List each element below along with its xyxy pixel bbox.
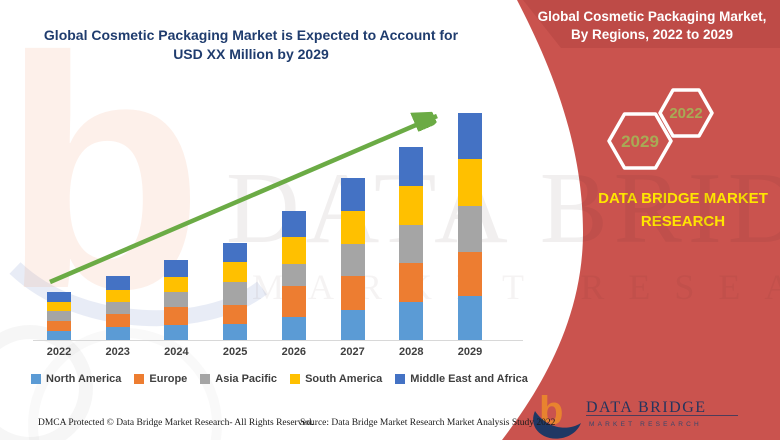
dbmr-logo: b DATA BRIDGE MARKET RESEARCH	[533, 389, 738, 439]
bar-segment-2024-south-america	[164, 277, 189, 292]
bar-segment-2023-north-america	[105, 327, 130, 340]
x-tick-2028: 2028	[399, 346, 424, 358]
bar-segment-2026-middle-east-and-africa	[281, 211, 306, 237]
legend-marker	[31, 374, 41, 384]
bar-segment-2024-asia-pacific	[164, 292, 189, 307]
x-tick-2027: 2027	[340, 346, 365, 358]
legend-item-asia-pacific: Asia Pacific	[200, 373, 277, 385]
hexagon-2022-label: 2022	[669, 105, 702, 122]
bar-segment-2029-middle-east-and-africa	[457, 113, 482, 159]
chart-title: Global Cosmetic Packaging Market is Expe…	[28, 26, 474, 64]
brand-text-line2: RESEARCH	[641, 213, 725, 230]
legend-label: Asia Pacific	[215, 373, 278, 385]
bar-segment-2028-north-america	[399, 302, 424, 340]
x-tick-2029: 2029	[457, 346, 483, 358]
x-tick-2022: 2022	[46, 346, 72, 358]
bar-segment-2022-europe	[47, 321, 71, 331]
bar-segment-2026-south-america	[281, 237, 306, 264]
legend-label: Europe	[149, 373, 188, 385]
banner-title-line2: By Regions, 2022 to 2029	[571, 27, 733, 42]
legend-label: Middle East and Africa	[410, 373, 528, 385]
bar-segment-2023-europe	[105, 314, 130, 327]
legend: North America Europe Asia Pacific South Ame…	[31, 373, 531, 385]
bar-segment-2022-north-america	[47, 331, 71, 340]
dmca-text: DMCA Protected © Data Bridge Market Rese…	[38, 418, 314, 428]
legend-marker	[134, 374, 145, 384]
legend-marker	[200, 374, 211, 384]
x-tick-2026: 2026	[281, 346, 307, 358]
legend-label: South America	[305, 373, 383, 385]
bar-segment-2022-south-america	[47, 302, 71, 311]
bar-segment-2024-north-america	[164, 325, 189, 340]
banner-title-line1: Global Cosmetic Packaging Market,	[538, 9, 767, 24]
logo-name: DATA BRIDGE	[586, 399, 707, 416]
bar-segment-2029-north-america	[457, 296, 482, 340]
legend-item-europe: Europe	[134, 373, 187, 385]
x-tick-2024: 2024	[164, 346, 189, 358]
hexagon-2029-label: 2029	[621, 132, 659, 151]
bar-segment-2024-middle-east-and-africa	[164, 260, 189, 277]
x-tick-2023: 2023	[105, 346, 130, 358]
bar-segment-2027-europe	[340, 276, 365, 310]
bar-segment-2028-middle-east-and-africa	[399, 147, 424, 186]
banner-background	[523, 0, 780, 48]
hexagon-2029	[607, 112, 673, 170]
bar-segment-2025-asia-pacific	[223, 282, 248, 305]
legend-label: North America	[46, 373, 122, 385]
bar-segment-2028-asia-pacific	[399, 225, 424, 263]
bar-segment-2026-asia-pacific	[281, 264, 306, 286]
bar-segment-2023-middle-east-and-africa	[105, 276, 130, 290]
legend-item-south-america: South America	[290, 373, 382, 385]
bar-segment-2029-asia-pacific	[457, 206, 482, 252]
legend-marker	[395, 374, 406, 384]
logo-swoosh	[533, 411, 581, 439]
x-axis-line	[33, 340, 523, 341]
legend-item-middle-east-and-africa: Middle East and Africa	[395, 373, 528, 385]
hexagon-2022	[658, 88, 714, 138]
bar-segment-2027-north-america	[340, 310, 365, 340]
legend-item-north-america: North America	[31, 373, 121, 385]
chart-title-line1: Global Cosmetic Packaging Market is Expe…	[43, 27, 459, 43]
brand-text-line1: DATA BRIDGE MARKET	[598, 190, 768, 207]
bar-segment-2025-north-america	[223, 324, 248, 340]
logo-subname: MARKET RESEARCH	[589, 421, 702, 428]
bar-segment-2027-middle-east-and-africa	[340, 178, 365, 211]
footer: DMCA Protected © Data Bridge Market Rese…	[0, 404, 780, 440]
bar-segment-2026-north-america	[281, 317, 306, 340]
legend-marker	[290, 374, 301, 384]
bar-segment-2029-europe	[457, 252, 482, 296]
bar-segment-2023-south-america	[105, 290, 130, 302]
bar-segment-2027-south-america	[340, 211, 365, 244]
bar-segment-2024-europe	[164, 307, 189, 325]
x-tick-2025: 2025	[222, 346, 248, 358]
bar-segment-2025-middle-east-and-africa	[223, 243, 248, 262]
bar-segment-2025-europe	[223, 305, 248, 324]
bar-segment-2028-south-america	[399, 186, 424, 225]
source-text: Source: Data Bridge Market Research Mark…	[300, 418, 556, 428]
bar-segment-2028-europe	[399, 263, 424, 302]
bar-segment-2025-south-america	[223, 262, 248, 282]
bar-segment-2026-europe	[281, 286, 306, 317]
bar-segment-2022-middle-east-and-africa	[47, 292, 71, 302]
bar-segment-2022-asia-pacific	[47, 311, 71, 321]
chart-title-line2: USD XX Million by 2029	[173, 45, 329, 62]
bar-segment-2023-asia-pacific	[105, 302, 130, 314]
bar-segment-2027-asia-pacific	[340, 244, 365, 276]
bar-segment-2029-south-america	[457, 159, 482, 206]
